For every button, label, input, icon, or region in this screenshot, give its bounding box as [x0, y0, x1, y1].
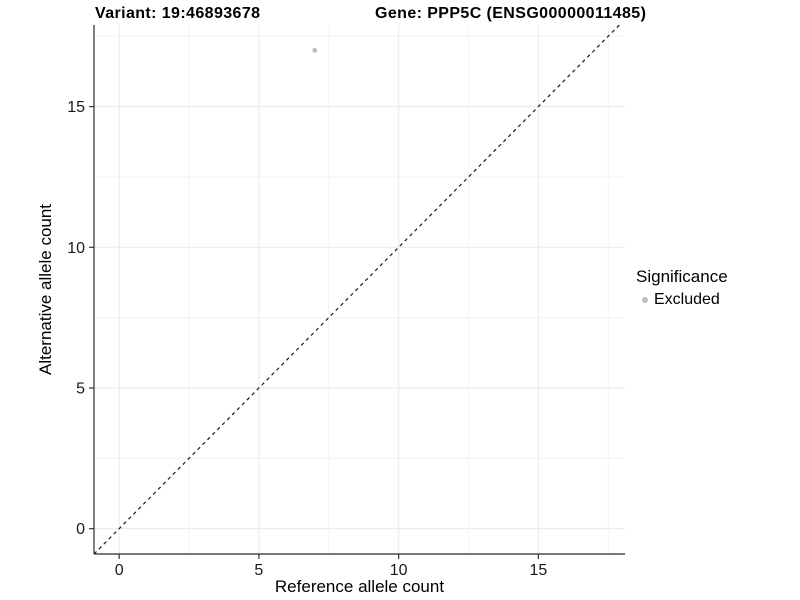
x-axis-title: Reference allele count [275, 577, 444, 596]
legend-title: Significance [636, 267, 728, 286]
x-tick-label: 5 [254, 562, 263, 579]
legend-item-excluded: Excluded [636, 291, 728, 309]
plot-title-variant: Variant: 19:46893678 [95, 5, 261, 22]
x-tick-label: 10 [390, 562, 408, 579]
x-tick-label: 15 [529, 562, 547, 579]
y-tick-label: 0 [76, 521, 85, 538]
plot-title-gene: Gene: PPP5C (ENSG00000011485) [375, 5, 647, 22]
y-tick-label: 5 [76, 380, 85, 397]
legend-point-circle-icon [642, 297, 648, 303]
y-tick-label: 15 [67, 99, 85, 116]
identity-dashed-line [93, 24, 620, 555]
y-tick-label: 10 [67, 240, 85, 257]
data-point [312, 47, 318, 53]
legend: Significance Excluded [636, 267, 728, 309]
y-axis-title: Alternative allele count [36, 204, 55, 375]
legend-item-label: Excluded [654, 291, 720, 308]
x-tick-label: 0 [115, 562, 124, 579]
